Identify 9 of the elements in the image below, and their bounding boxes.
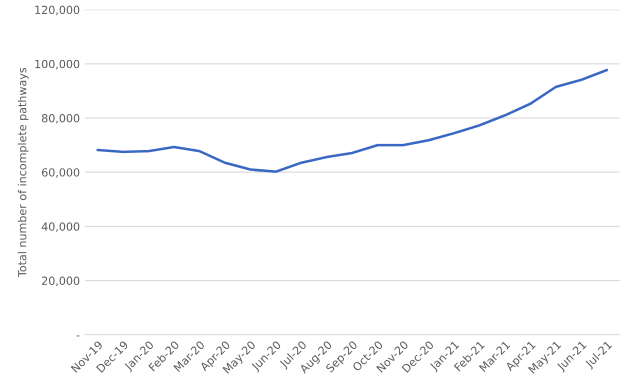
y-tick-label: -: [76, 335, 80, 336]
y-tick-label: 60,000: [42, 168, 80, 178]
y-tick-label: 40,000: [42, 222, 80, 232]
y-tick-label: 20,000: [42, 276, 80, 286]
y-tick-label: 80,000: [42, 114, 80, 124]
y-tick-label: 120,000: [35, 6, 80, 16]
y-axis-title: Total number of incomplete pathways: [18, 68, 29, 278]
y-tick-label: 100,000: [35, 60, 80, 70]
line-series: [96, 68, 608, 173]
